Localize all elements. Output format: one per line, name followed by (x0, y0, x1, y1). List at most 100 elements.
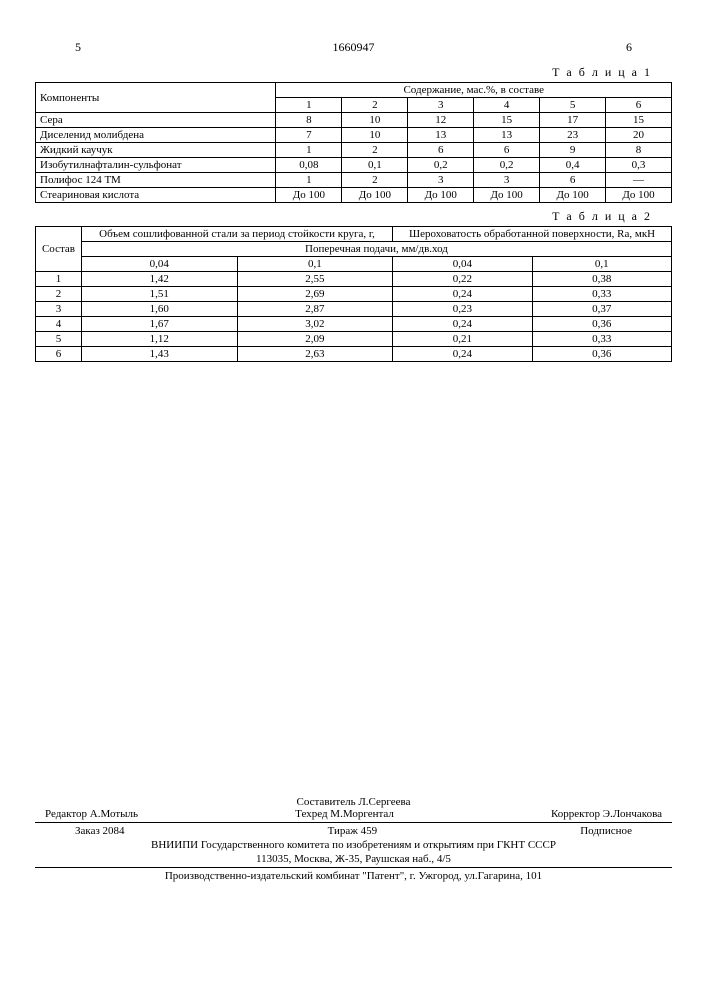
t1-cell: 6 (474, 143, 540, 158)
t2-cell: 1,12 (81, 332, 237, 347)
page-left: 5 (75, 40, 81, 55)
t2-h1: Объем сошлифованной стали за период стой… (81, 227, 392, 242)
t2-col1: Состав (36, 227, 82, 272)
t2-cell: 1,51 (81, 287, 237, 302)
t1-cell: 0,1 (342, 158, 408, 173)
t1-cell: 9 (540, 143, 606, 158)
t1-cell: До 100 (606, 188, 672, 203)
t1-col-num: 5 (540, 98, 606, 113)
t2-row-num: 5 (36, 332, 82, 347)
t1-cell: До 100 (342, 188, 408, 203)
t1-cell: 0,2 (474, 158, 540, 173)
t1-cell: 3 (408, 173, 474, 188)
t2-cell: 0,22 (393, 272, 532, 287)
t2-cell: 0,24 (393, 287, 532, 302)
t2-row-num: 3 (36, 302, 82, 317)
compiler: Составитель Л.Сергеева (35, 796, 672, 808)
t1-col-num: 4 (474, 98, 540, 113)
t1-cell: 2 (342, 173, 408, 188)
t1-cell: До 100 (276, 188, 342, 203)
t2-cell: 1,60 (81, 302, 237, 317)
t1-cell: 6 (540, 173, 606, 188)
t1-cell: 2 (342, 143, 408, 158)
tech: Техред М.Моргентал (295, 808, 394, 820)
t2-cell: 0,24 (393, 317, 532, 332)
t1-cell: До 100 (408, 188, 474, 203)
t2-cell: 2,63 (237, 347, 393, 362)
t1-cell: 3 (474, 173, 540, 188)
t1-cell: 1 (276, 143, 342, 158)
t1-cell: 15 (606, 113, 672, 128)
t1-cell: 10 (342, 128, 408, 143)
t1-cell: 13 (474, 128, 540, 143)
corrector: Корректор Э.Лончакова (551, 808, 662, 820)
table2: Состав Объем сошлифованной стали за пери… (35, 226, 672, 362)
t1-cell: До 100 (540, 188, 606, 203)
t2-cell: 2,87 (237, 302, 393, 317)
t2-cell: 3,02 (237, 317, 393, 332)
t1-cell: 1 (276, 173, 342, 188)
divider-1 (35, 822, 672, 823)
t2-subcol: 0,04 (81, 257, 237, 272)
table2-label: Т а б л и ц а 2 (35, 209, 652, 224)
t2-subcol: 0,1 (237, 257, 393, 272)
t2-h2: Шероховатость обработанной поверхности, … (393, 227, 672, 242)
t2-cell: 1,67 (81, 317, 237, 332)
t1-col-num: 1 (276, 98, 342, 113)
t1-cell: До 100 (474, 188, 540, 203)
t1-cell: 7 (276, 128, 342, 143)
printer: Производственно-издательский комбинат "П… (35, 870, 672, 882)
t2-subcol: 0,1 (532, 257, 671, 272)
t1-cell: 15 (474, 113, 540, 128)
t1-row-name: Диселенид молибдена (36, 128, 276, 143)
doc-number: 1660947 (333, 40, 375, 55)
order: Заказ 2084 (75, 825, 125, 837)
page-header: 5 1660947 6 (35, 40, 672, 55)
t1-col-num: 2 (342, 98, 408, 113)
order-row: Заказ 2084 Тираж 459 Подписное (35, 825, 672, 837)
t1-content-header: Содержание, мас.%, в составе (276, 83, 672, 98)
t1-col-num: 6 (606, 98, 672, 113)
t2-row-num: 4 (36, 317, 82, 332)
t1-cell: 0,4 (540, 158, 606, 173)
t2-cell: 2,09 (237, 332, 393, 347)
t2-cell: 0,21 (393, 332, 532, 347)
t1-row-name: Изобутилнафталин-сульфонат (36, 158, 276, 173)
t1-cell: 17 (540, 113, 606, 128)
t2-cell: 0,33 (532, 287, 671, 302)
t1-cell: 8 (606, 143, 672, 158)
t1-cell: 10 (342, 113, 408, 128)
t1-cell: 23 (540, 128, 606, 143)
editor: Редактор А.Мотыль (45, 808, 138, 820)
t2-row-num: 2 (36, 287, 82, 302)
t2-subcol: 0,04 (393, 257, 532, 272)
t1-cell: 0,2 (408, 158, 474, 173)
t2-cell: 1,42 (81, 272, 237, 287)
credits-row: Редактор А.Мотыль Техред М.Моргентал Кор… (35, 808, 672, 820)
t2-cell: 0,24 (393, 347, 532, 362)
page-right: 6 (626, 40, 632, 55)
t1-cell: 12 (408, 113, 474, 128)
t2-cell: 2,69 (237, 287, 393, 302)
t1-cell: 20 (606, 128, 672, 143)
t1-row-name: Полифос 124 ТМ (36, 173, 276, 188)
t2-cell: 0,38 (532, 272, 671, 287)
divider-2 (35, 867, 672, 868)
t1-row-name: Жидкий каучук (36, 143, 276, 158)
t1-cell: 13 (408, 128, 474, 143)
t2-row-num: 1 (36, 272, 82, 287)
t2-row-num: 6 (36, 347, 82, 362)
t1-row-name: Сера (36, 113, 276, 128)
sign: Подписное (580, 825, 632, 837)
table1: Компоненты Содержание, мас.%, в составе … (35, 82, 672, 203)
t2-cell: 0,36 (532, 317, 671, 332)
tirage: Тираж 459 (328, 825, 378, 837)
t2-cell: 2,55 (237, 272, 393, 287)
t2-cell: 0,23 (393, 302, 532, 317)
t2-cell: 0,36 (532, 347, 671, 362)
t1-row-name: Стеариновая кислота (36, 188, 276, 203)
t2-cell: 0,37 (532, 302, 671, 317)
t1-cell: 8 (276, 113, 342, 128)
t1-components-header: Компоненты (36, 83, 276, 113)
org: ВНИИПИ Государственного комитета по изоб… (35, 839, 672, 851)
